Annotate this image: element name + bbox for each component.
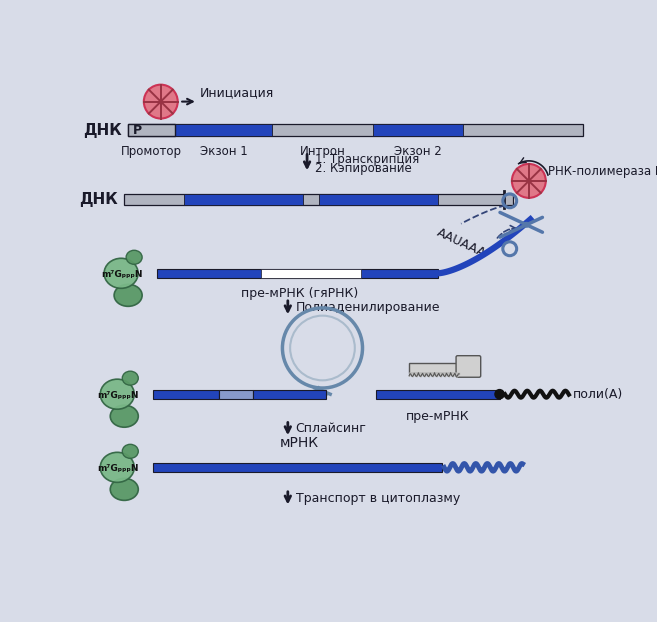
Bar: [184, 193, 304, 205]
Circle shape: [524, 223, 529, 227]
Circle shape: [144, 85, 177, 119]
Text: AAUAAA: AAUAAA: [434, 225, 487, 259]
Text: m⁷GₚₚₚN: m⁷GₚₚₚN: [101, 270, 143, 279]
Bar: [124, 193, 513, 205]
Bar: [128, 124, 175, 136]
Ellipse shape: [126, 250, 142, 264]
Text: Полиаденилирование: Полиаденилирование: [296, 300, 440, 313]
Circle shape: [512, 164, 546, 198]
Ellipse shape: [122, 444, 138, 458]
FancyBboxPatch shape: [456, 356, 481, 378]
Text: 1. Транскрипция: 1. Транскрипция: [315, 153, 419, 166]
Bar: [153, 463, 442, 472]
Ellipse shape: [114, 284, 142, 306]
Text: Промотор: Промотор: [121, 146, 182, 159]
Text: пре-мРНК (гяРНК): пре-мРНК (гяРНК): [240, 287, 358, 300]
Text: P: P: [133, 124, 142, 137]
Bar: [373, 124, 463, 136]
Text: РНК-полимераза II: РНК-полимераза II: [548, 165, 657, 178]
Bar: [157, 269, 438, 278]
Text: Транспорт в цитоплазму: Транспорт в цитоплазму: [296, 491, 460, 504]
Ellipse shape: [101, 379, 134, 409]
Text: 2. Кэпирование: 2. Кэпирование: [315, 162, 411, 175]
Text: Экзон 1: Экзон 1: [200, 146, 248, 159]
Bar: [409, 363, 459, 373]
Text: Инициация: Инициация: [199, 86, 273, 100]
Ellipse shape: [101, 452, 134, 482]
Text: Сплайсинг: Сплайсинг: [296, 422, 367, 435]
Text: ДНК: ДНК: [79, 192, 118, 207]
Text: поли(A): поли(A): [573, 388, 623, 401]
Bar: [376, 389, 499, 399]
Bar: [219, 389, 253, 399]
Circle shape: [495, 389, 504, 399]
Text: m⁷GₚₚₚN: m⁷GₚₚₚN: [97, 391, 139, 400]
Ellipse shape: [110, 405, 138, 427]
Bar: [128, 124, 583, 136]
Bar: [153, 389, 219, 399]
Text: пре-мРНК: пре-мРНК: [406, 410, 470, 422]
Ellipse shape: [122, 371, 138, 385]
Bar: [261, 269, 361, 278]
Bar: [319, 193, 438, 205]
Text: ДНК: ДНК: [83, 123, 122, 137]
Text: Экзон 2: Экзон 2: [394, 146, 442, 159]
Bar: [253, 389, 327, 399]
Text: Интрон: Интрон: [300, 146, 346, 159]
Text: m⁷GₚₚₚN: m⁷GₚₚₚN: [97, 464, 139, 473]
Text: мРНК: мРНК: [280, 437, 319, 450]
Ellipse shape: [110, 478, 138, 500]
Bar: [175, 124, 273, 136]
Ellipse shape: [104, 258, 138, 289]
